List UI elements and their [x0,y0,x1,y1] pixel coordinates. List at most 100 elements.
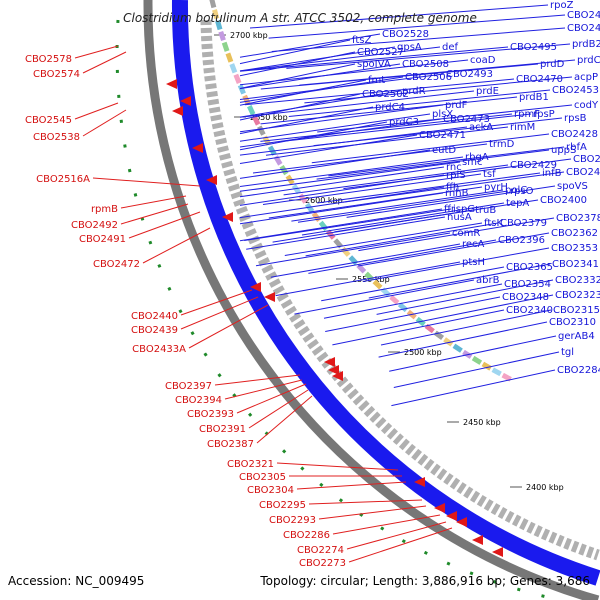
forward-gene-label: spoIVA [357,59,391,70]
gene-segment [372,279,383,290]
forward-gene-label: codY [574,100,599,111]
right-label-connector [378,321,548,358]
right-label-connector [393,351,560,388]
forward-gene-label: prdD [540,59,565,70]
right-label-connector [244,78,515,106]
forward-gene-label: CBO2362 [551,228,598,239]
forward-gene-label: pyrH [484,182,508,193]
forward-gene-label: CBO2496 [567,23,600,34]
gene-segment [279,165,289,176]
reverse-gene-label: rpmB [91,204,118,215]
right-label-connector [316,149,550,180]
reverse-gene-label: CBO2293 [269,515,316,526]
right-label-connector [239,208,443,242]
right-label-connector [244,208,452,242]
right-label-connector [275,261,461,297]
right-label-connector [239,46,396,72]
reverse-gene-label: CBO2393 [187,409,234,420]
right-label-connector [249,4,549,29]
forward-gene-label: prdB2 [572,39,600,50]
forward-gene-label: rnhB [445,188,469,199]
reverse-gene-label: CBO2387 [207,439,254,450]
forward-gene-label: prdR [402,86,426,97]
right-label-connector [301,202,505,236]
genome-backbone-ring [143,0,600,600]
reverse-gene-arrow [172,106,183,116]
forward-gene-label: infB [542,168,562,179]
forward-gene-label: rnc [446,162,462,173]
gene-segment [389,295,400,305]
forward-gene-label: CBO2495 [510,42,557,53]
forward-gene-label: prdC4 [375,102,405,113]
gene-segment [257,125,266,136]
left-label-connector [318,505,427,520]
gene-segment [471,355,483,365]
gene-segment [242,94,251,105]
left-label-connector [92,177,201,187]
forward-gene-label: CBO2506 [405,72,452,83]
forward-gene-label: ispG [453,204,475,215]
right-label-connector [280,113,532,142]
cog-color-ring [200,19,600,561]
left-label-connector [180,296,259,330]
left-label-connector [120,203,189,225]
right-label-connector [239,174,445,206]
reverse-gene-label: CBO2305 [239,472,286,483]
gene-segment-group [209,0,512,382]
right-label-connector [368,263,551,299]
forward-gene-label: CBO2323 [555,290,600,301]
forward-gene-label: CBO2415 [573,154,600,165]
right-label-connector [239,59,469,86]
forward-gene-label: rimM [510,122,535,133]
right-label-connector [358,232,550,267]
right-label-connector [389,335,557,372]
forward-gene-label: CBO2428 [551,129,598,140]
right-label-connector [262,173,482,205]
right-label-connector [239,118,442,148]
forward-gene-label: tsf [483,169,496,180]
forward-gene-label: acpP [574,72,598,83]
reverse-gene-label: CBO2394 [175,395,222,406]
right-label-connector [286,43,571,69]
forward-gene-label: comR [452,228,480,239]
reverse-gene-label: CBO2274 [297,545,344,556]
forward-gene-label: CBO2502 [362,89,409,100]
reverse-gene-arrow [332,371,343,381]
forward-gene-label: CBO2365 [506,262,553,273]
right-label-connector [317,172,541,204]
forward-gene-label: CBO2315 [553,305,600,316]
left-label-connector [236,383,307,414]
forward-gene-label: CBO2473 [443,114,490,125]
forward-gene-label: prdC3 [389,117,419,128]
left-label-connector [248,389,309,429]
reverse-gene-label: CBO2516A [36,174,90,185]
forward-gene-label: tgl [561,347,574,358]
right-label-connector [239,161,461,192]
right-label-connector [346,185,556,218]
forward-gene-label: ffr [444,204,456,215]
right-label-connector [311,133,550,164]
reverse-gene-label: CBO2433A [132,344,186,355]
right-label-connector [239,63,356,89]
gene-segment [291,184,302,195]
reverse-gene-arrow [492,547,503,557]
right-label-connector [376,279,554,315]
gene-segment [229,63,238,74]
forward-gene-label: rpsP [533,109,555,120]
gene-segment [247,105,256,116]
right-label-connector [297,190,509,223]
forward-gene-label: rpmF [514,109,540,120]
reverse-gene-label: CBO2295 [259,500,306,511]
label-connector-group [74,4,576,563]
left-label-connector [332,514,441,535]
forward-gene-label: plsX [432,109,453,120]
forward-gene-label: CBO2379 [500,218,547,229]
gene-segment [491,367,502,377]
reverse-gene-arrow [250,282,261,292]
gene-segment [433,330,445,340]
gene-segment [397,302,409,313]
right-label-connector [323,283,503,319]
forward-gene-label: truB [475,205,496,216]
reverse-gene-arrow [222,212,233,222]
right-label-connector [379,294,554,331]
